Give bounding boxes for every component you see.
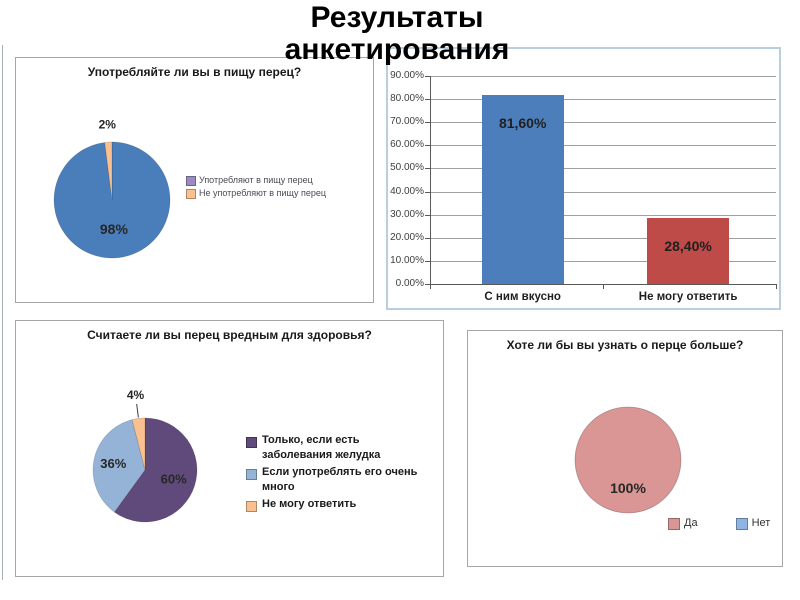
- y-gridline: [430, 99, 776, 101]
- pie-slice: [113, 417, 198, 523]
- pie-label-leader-line: [136, 403, 139, 418]
- legend-item: Да: [668, 517, 698, 530]
- legend-item: Нет: [735, 517, 771, 530]
- x-axis-tick-mark: [603, 284, 604, 289]
- chart-panel-taste-bar: 90.00% 80.00% 70.00% 60.00% 50.00% 40.00% 30.0…: [386, 47, 781, 310]
- y-axis-tick-mark: [425, 76, 430, 77]
- y-gridline: [430, 168, 776, 170]
- bar-value-label: 28,40%: [664, 238, 712, 255]
- y-axis-tick-mark: [425, 284, 430, 285]
- y-axis-tick-mark: [425, 214, 430, 216]
- y-gridline: [430, 191, 776, 193]
- legend-label: Да: [684, 517, 698, 529]
- chart-title-eat-pepper: Употребляйте ли вы в пищу перец?: [87, 65, 302, 79]
- legend-color-marker: [668, 518, 680, 530]
- bar-value-label: 81,60%: [498, 115, 547, 132]
- bar-1: [481, 95, 564, 284]
- legend-color-marker: [246, 437, 257, 448]
- chart-panel-learn-more: Хоте ли бы вы узнать о перце больше? 100…: [467, 330, 783, 567]
- x-axis-tick-mark: [776, 284, 777, 289]
- pie-slice-percentage-label: 2%: [99, 118, 117, 132]
- legend-label: Не могу ответить: [262, 498, 357, 510]
- legend-label: Если употреблять его очень много: [262, 466, 418, 493]
- legend-item: Если употреблять его очень много: [246, 465, 426, 495]
- slide-title: Результаты анкетирования: [284, 1, 510, 66]
- y-axis-tick-mark: [425, 99, 430, 101]
- pie-slice-percentage-label: 36%: [100, 456, 126, 471]
- y-axis-tick-mark: [425, 168, 430, 170]
- y-axis-tick-label: 10.00%: [390, 254, 424, 266]
- y-axis-tick-mark: [425, 145, 430, 147]
- x-axis-category-label: Не могу ответить: [638, 291, 738, 303]
- legend-item: Не могу ответить: [246, 497, 426, 512]
- pie-slice: [104, 141, 113, 201]
- y-axis-tick-mark: [425, 260, 430, 262]
- legend-label: Только, если есть заболевания желудка: [262, 434, 381, 461]
- pie-chart-learn-more: 100%: [574, 406, 682, 514]
- pie-slice-percentage-label: 60%: [161, 471, 187, 486]
- pie-slice: [92, 419, 146, 513]
- x-axis-tick-mark: [430, 284, 431, 289]
- slide-edge-line: [2, 45, 3, 580]
- pie-slice: [131, 417, 146, 471]
- chart-panel-eat-pepper: Употребляйте ли вы в пищу перец? 98% 2% У…: [15, 57, 374, 303]
- legend-harmful: Только, если есть заболевания желудка Есл…: [246, 433, 426, 514]
- legend-color-marker: [186, 189, 196, 199]
- y-axis-tick-mark: [425, 122, 430, 124]
- legend-item: Только, если есть заболевания желудка: [246, 433, 426, 463]
- pie-slice-percentage-label: 100%: [610, 480, 646, 496]
- legend-eat-pepper: Употребляют в пищу перец Не употребляют в…: [186, 174, 364, 200]
- y-gridline: [430, 214, 776, 216]
- y-gridline: [430, 76, 776, 77]
- y-gridline: [430, 260, 776, 262]
- pie-slice-percentage-label: 4%: [127, 388, 145, 402]
- y-axis-tick-mark: [425, 191, 430, 193]
- legend-color-marker: [246, 501, 257, 512]
- pie-slice: [53, 141, 171, 259]
- pie-slice-percentage-label: 98%: [100, 221, 129, 237]
- legend-item: Употребляют в пищу перец: [186, 174, 364, 186]
- bar-2: [647, 218, 730, 284]
- chart-panel-harmful: Считаете ли вы перец вредным для здоровь…: [15, 320, 444, 577]
- y-axis-tick-label: 0.00%: [395, 278, 424, 289]
- chart-title-learn-more: Хоте ли бы вы узнать о перце больше?: [506, 338, 744, 352]
- legend-item: Не употребляют в пищу перец: [186, 187, 364, 199]
- y-axis-tick-label: 40.00%: [390, 185, 424, 197]
- y-axis-tick-label: 50.00%: [390, 162, 424, 174]
- y-axis-tick-mark: [425, 237, 430, 239]
- y-axis-tick-label: 20.00%: [390, 231, 424, 243]
- pie-chart-eat-pepper: 98% 2%: [53, 118, 171, 259]
- y-gridline: [430, 145, 776, 147]
- legend-color-marker: [735, 518, 748, 530]
- y-axis-tick-label: 90.00%: [390, 70, 424, 81]
- legend-color-marker: [246, 469, 257, 480]
- legend-learn-more: Да Нет: [668, 517, 770, 530]
- x-axis-category-label: С ним вкусно: [484, 291, 561, 303]
- y-axis-tick-label: 60.00%: [390, 139, 424, 151]
- pie-slice: [574, 406, 682, 514]
- chart-title-harmful: Считаете ли вы перец вредным для здоровь…: [87, 328, 372, 342]
- y-gridline: [430, 122, 776, 124]
- y-axis-tick-label: 80.00%: [390, 93, 424, 105]
- legend-color-marker: [186, 176, 196, 186]
- legend-label: Нет: [751, 517, 771, 529]
- y-gridline: [430, 237, 776, 239]
- y-axis-tick-label: 70.00%: [390, 116, 424, 128]
- pie-chart-harmful: 60% 36% 4%: [92, 388, 198, 523]
- y-axis-line: [430, 76, 431, 285]
- y-axis-tick-label: 30.00%: [390, 208, 424, 220]
- legend-label: Не употребляют в пищу перец: [199, 188, 327, 198]
- legend-label: Употребляют в пищу перец: [199, 175, 313, 185]
